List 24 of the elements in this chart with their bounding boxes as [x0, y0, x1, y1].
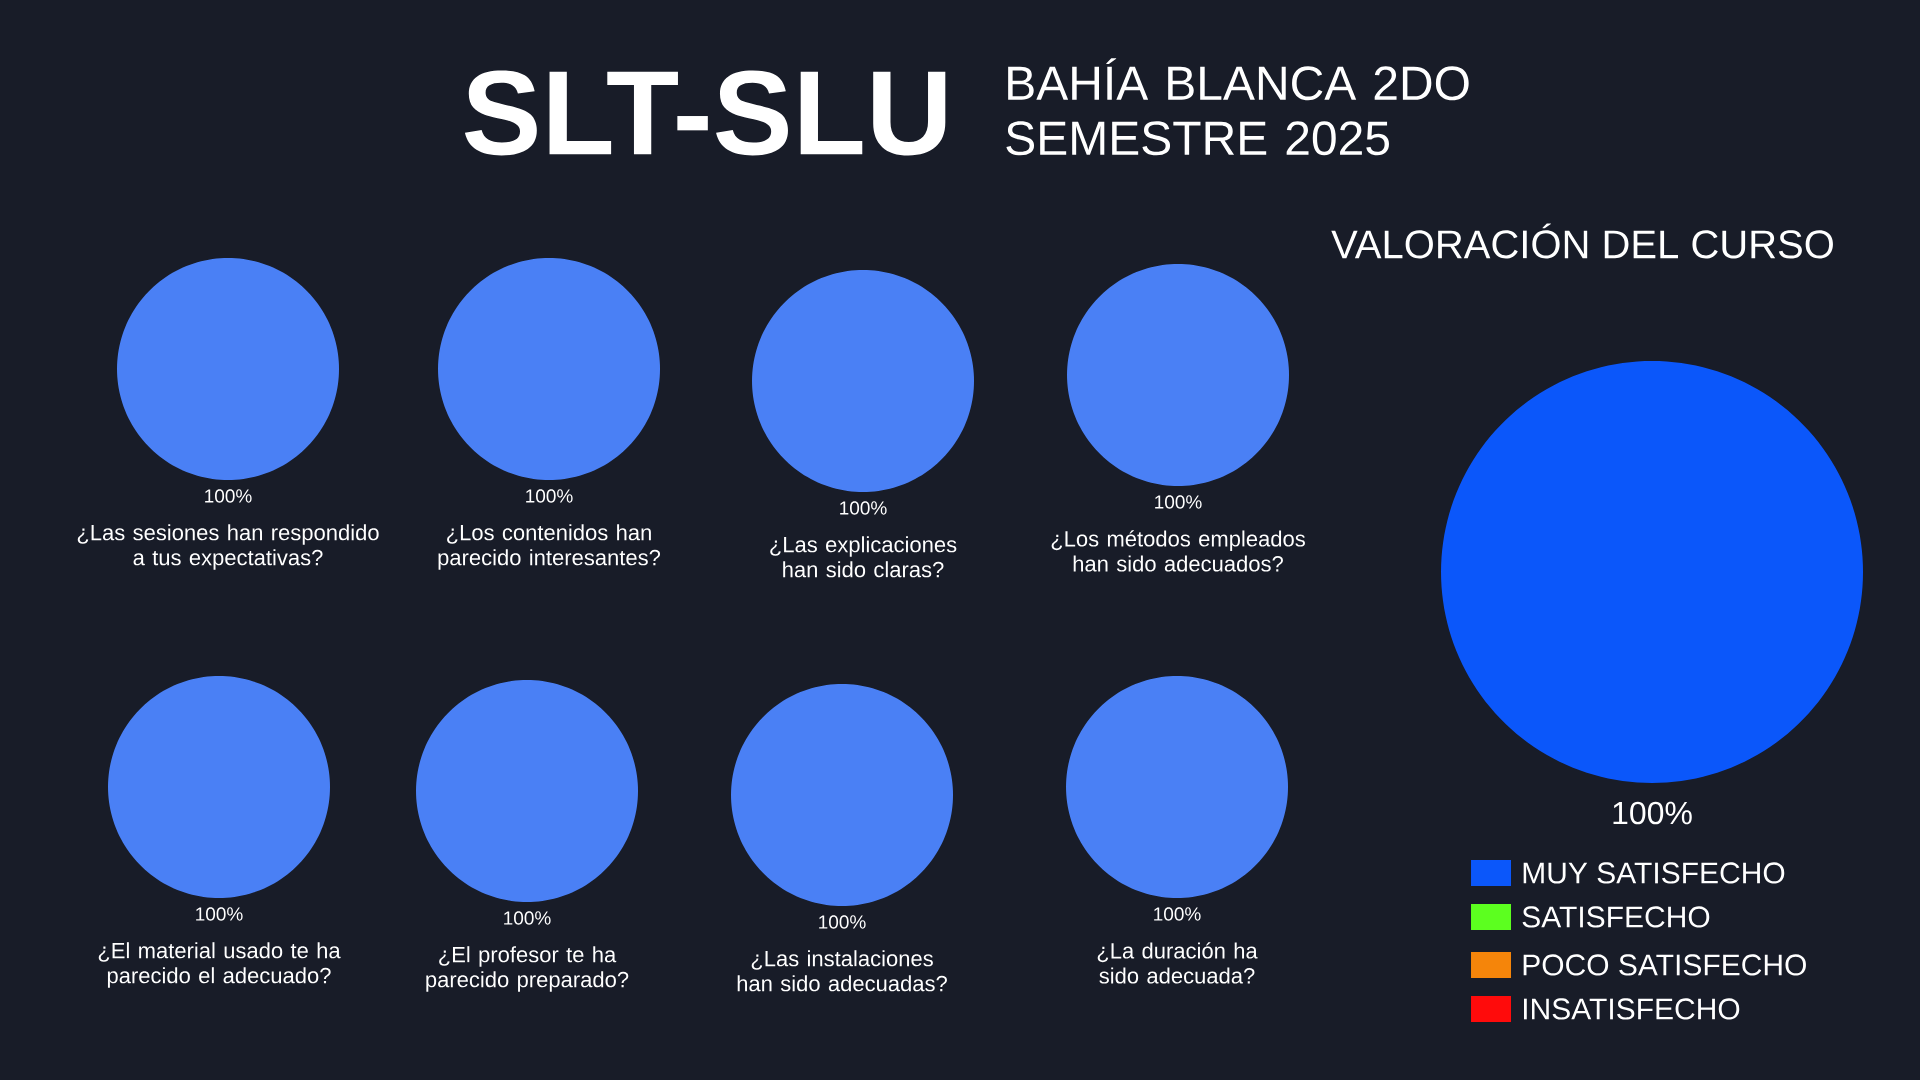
legend-label: MUY SATISFECHO	[1523, 862, 1785, 884]
text: ¿Las instalaciones han sido adecuadas?	[737, 950, 947, 992]
legend-label: POCO SATISFECHO	[1523, 954, 1806, 976]
data-label: 100%	[196, 907, 243, 921]
text: ¿Los contenidos han parecido interesantes?	[438, 524, 661, 570]
text: SLT-SLU	[464, 70, 946, 156]
text: ¿El profesor te ha parecido preparado?	[426, 946, 629, 992]
data-label: 100%	[504, 911, 551, 925]
legend-label: INSATISFECHO	[1523, 998, 1740, 1020]
data-label: 100%	[526, 489, 573, 503]
chart-title: VALORACIÓN DEL CURSO	[1331, 223, 1833, 259]
text: ¿Los métodos empleados han sido adecuados?	[1051, 530, 1305, 572]
data-label: 100%	[1155, 495, 1202, 509]
text: BAHÍA BLANCA 2DO SEMESTRE 2025	[1006, 58, 1469, 156]
text: ¿La duración ha sido adecuada?	[1097, 942, 1258, 984]
legend-label: SATISFECHO	[1522, 906, 1710, 928]
data-label: 100%	[1154, 907, 1201, 921]
data-label: 100%	[1613, 801, 1692, 825]
text: ¿El material usado te ha parecido el adecuado?	[98, 942, 341, 988]
data-label: 100%	[840, 501, 887, 515]
text: ¿Las explicaciones han sido claras?	[770, 536, 957, 578]
data-label: 100%	[819, 915, 866, 929]
data-label: 100%	[205, 489, 252, 503]
text: ¿Las sesiones han respondido a tus expectativas?	[77, 524, 379, 570]
